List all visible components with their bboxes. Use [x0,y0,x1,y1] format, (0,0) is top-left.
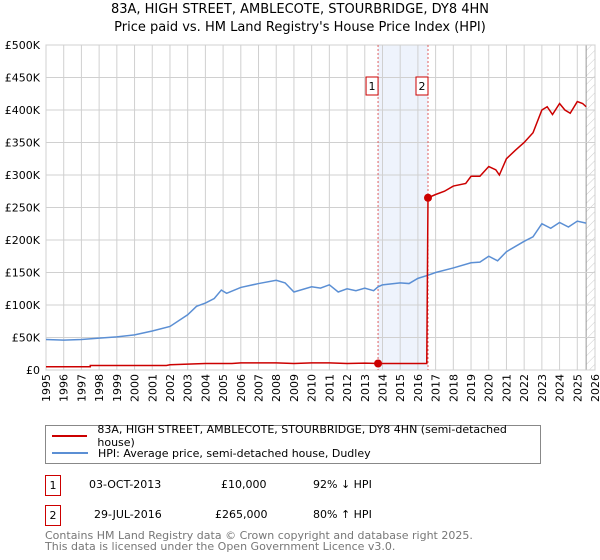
x-tick-label: 2013 [359,374,372,402]
legend: 83A, HIGH STREET, AMBLECOTE, STOURBRIDGE… [45,423,541,464]
x-tick-label: 2001 [146,374,159,402]
x-tick-label: 2005 [217,374,230,402]
x-tick-label: 2016 [412,374,425,402]
x-tick-label: 2021 [500,374,513,402]
x-tick-label: 2004 [199,374,212,402]
sale-marker: 1 [45,475,61,496]
legend-item-hpi: HPI: Average price, semi-detached house,… [52,446,371,460]
y-tick-label: £0 [26,364,40,377]
x-tick-label: 2019 [465,374,478,402]
x-tick-label: 2010 [306,374,319,402]
sale-hpi: 80% ↑ HPI [313,508,372,521]
sale-price: £10,000 [221,478,267,491]
sale-date: 29-JUL-2016 [94,508,162,521]
y-tick-label: £350K [5,137,41,150]
x-tick-label: 2006 [235,374,248,402]
y-tick-label: £100K [5,299,41,312]
sale-point [423,193,432,202]
x-tick-label: 2017 [430,374,443,402]
footer-licence: This data is licensed under the Open Gov… [45,540,396,553]
x-tick-label: 2020 [483,374,496,402]
x-tick-label: 2008 [270,374,283,402]
legend-label: HPI: Average price, semi-detached house,… [98,446,371,460]
y-tick-label: £400K [5,104,41,117]
chart-plot: 1995 1996 1997 1998 1999 2000 2001 2002 2003 2004… [5,39,600,402]
chart-subtitle: Price paid vs. HM Land Registry's House … [114,20,486,35]
x-tick-label: 1997 [75,374,88,402]
chart-title: 83A, HIGH STREET, AMBLECOTE, STOURBRIDGE… [110,2,490,17]
sale-date: 03-OCT-2013 [89,478,162,491]
x-tick-label: 2014 [376,374,389,402]
y-tick-label: £250K [5,202,41,215]
legend-item-property: 83A, HIGH STREET, AMBLECOTE, STOURBRIDGE… [52,423,540,449]
x-tick-label: 1999 [111,374,124,402]
y-tick-label: £300K [5,169,41,182]
sale-marker-label: 2 [418,80,425,93]
x-tick-label: 2022 [518,374,531,402]
sale-marker-box [365,76,379,96]
sale-hpi: 92% ↓ HPI [313,478,372,491]
sale-marker-box [415,76,429,96]
y-tick-label: £500K [5,39,41,52]
x-tick-label: 1998 [93,374,106,402]
legend-label: 83A, HIGH STREET, AMBLECOTE, STOURBRIDGE… [97,423,507,449]
x-tick-label: 2025 [571,374,584,402]
footer-copyright: Contains HM Land Registry data © Crown c… [45,529,473,542]
legend-swatch-blue [52,452,88,454]
x-tick-label: 2026 [589,374,600,402]
series-line [45,220,587,341]
x-tick-label: 2024 [554,374,567,402]
sale-point [374,359,383,368]
x-tick-label: 2009 [288,374,301,402]
sale-price: £265,000 [215,508,268,521]
x-tick-label: 2023 [536,374,549,402]
x-tick-label: 1995 [40,374,53,402]
sale-marker: 2 [45,505,61,526]
x-tick-label: 2012 [341,374,354,402]
x-tick-label: 2018 [447,374,460,402]
series-line [46,100,587,368]
legend-swatch-red [52,435,88,437]
x-tick-label: 2002 [164,374,177,402]
sale-marker-label: 1 [369,80,376,93]
y-tick-label: £450K [5,72,41,85]
x-tick-label: 1996 [58,374,71,402]
x-tick-label: 2003 [182,374,195,402]
x-tick-label: 2000 [129,374,142,402]
x-tick-label: 2011 [323,374,336,402]
y-tick-label: £50K [12,332,41,345]
x-tick-label: 2015 [394,374,407,402]
y-tick-label: £200K [5,234,41,247]
x-tick-label: 2007 [253,374,266,402]
y-tick-label: £150K [5,267,41,280]
